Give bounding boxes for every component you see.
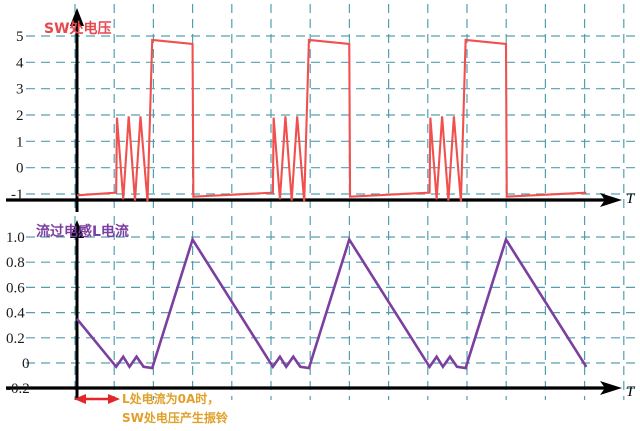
bottom-y-tick: 0.2	[6, 331, 25, 347]
axes-layer	[6, 8, 622, 400]
top-panel-title: SW处电压	[44, 20, 112, 37]
top-y-tick: 0	[16, 161, 24, 177]
double-headed-arrow-icon	[74, 394, 120, 404]
bottom-y-tick: 0.6	[6, 280, 25, 296]
top-y-tick: -1	[11, 187, 24, 203]
top-y-tick: 4	[16, 55, 24, 71]
bottom-panel-title: 流过电感L电流	[36, 223, 129, 240]
bottom-y-tick: 1.0	[6, 230, 25, 246]
grid-layer	[26, 4, 636, 400]
tick-labels-layer: 5 4 3 2 1 0 -1 1.0 0.8 0.6 0.4 0.2 0 -0.2	[6, 29, 30, 397]
inductor-current-trace	[75, 236, 588, 370]
traces-layer	[75, 38, 588, 370]
bottom-y-tick: 0.8	[6, 255, 25, 271]
top-y-tick: 1	[16, 134, 24, 150]
bottom-x-axis-label: T	[626, 384, 636, 400]
bottom-y-tick: 0	[22, 356, 30, 372]
top-y-tick: 2	[16, 108, 24, 124]
annotation-line-2: SW处电压产生振铃	[122, 410, 229, 425]
top-y-tick: 5	[16, 29, 24, 45]
bottom-y-tick: -0.2	[6, 381, 30, 397]
top-x-axis-label: T	[626, 191, 636, 207]
bottom-y-tick: 0.4	[6, 306, 25, 322]
annotation-line-1: L处电流为0A时，	[122, 391, 219, 406]
top-y-tick: 3	[16, 82, 24, 98]
sw-voltage-trace	[76, 38, 587, 202]
